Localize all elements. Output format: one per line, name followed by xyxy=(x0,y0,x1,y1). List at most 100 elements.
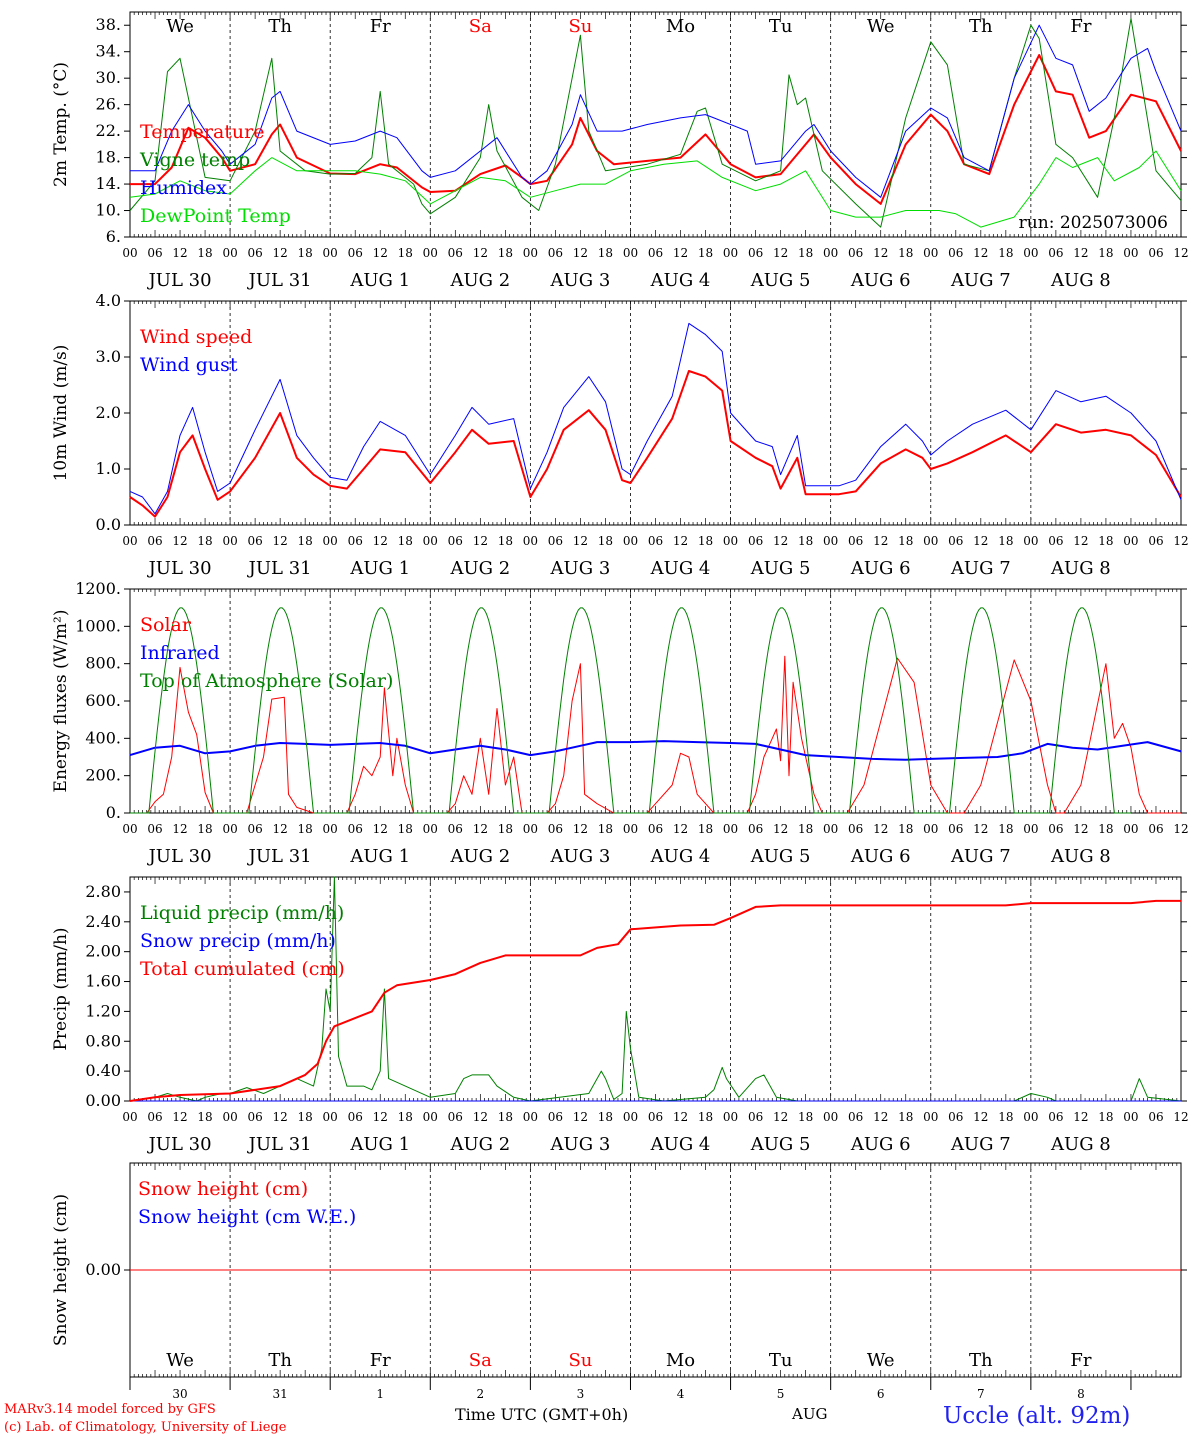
x-date-label: AUG 1 xyxy=(349,846,410,867)
x-hour-label: 06 xyxy=(1148,534,1163,548)
y-tick-label: 4.0 xyxy=(96,291,121,310)
x-hour-label: 06 xyxy=(948,246,963,260)
x-hour-label: 18 xyxy=(598,822,613,836)
y-tick-label: 3.0 xyxy=(96,347,121,366)
day-number-label: 30 xyxy=(172,1387,187,1401)
day-number-label: 7 xyxy=(977,1387,985,1401)
series-line xyxy=(129,876,1182,1102)
x-date-label: AUG 2 xyxy=(449,558,510,579)
weekday-label-bottom: Th xyxy=(969,1350,993,1371)
x-hour-label: 00 xyxy=(1123,1110,1138,1124)
x-date-label: AUG 4 xyxy=(650,270,711,291)
series-line xyxy=(129,740,1182,761)
x-hour-label: 18 xyxy=(698,246,713,260)
panel-snow: 0.00 Snow height (cm) Snow height (cm) Snow… xyxy=(51,1162,1187,1378)
x-hour-label: 18 xyxy=(1098,534,1113,548)
weekday-label-bottom: Sa xyxy=(469,1350,492,1371)
series-toa-solar-day xyxy=(830,607,931,814)
legend-entry: Top of Atmosphere (Solar) xyxy=(140,670,393,692)
x-hour-label: 18 xyxy=(298,822,313,836)
x-hour-label: 00 xyxy=(723,534,738,548)
x-date-label: AUG 4 xyxy=(650,846,711,867)
x-hour-label: 18 xyxy=(998,1110,1013,1124)
x-hour-label: 12 xyxy=(573,534,588,548)
weekday-label-bottom: We xyxy=(867,1350,895,1371)
weekday-label-bottom: Mo xyxy=(666,1350,695,1371)
lab-credit: (c) Lab. of Climatology, University of L… xyxy=(4,1420,287,1435)
series-line xyxy=(129,150,1182,228)
x-hour-label: 12 xyxy=(373,534,388,548)
x-hour-label: 00 xyxy=(823,1110,838,1124)
x-hour-label: 06 xyxy=(448,822,463,836)
x-hour-label: 18 xyxy=(398,246,413,260)
x-hour-label: 06 xyxy=(147,534,162,548)
weekday-label-bottom: Fr xyxy=(1070,1350,1091,1371)
x-hour-label: 00 xyxy=(423,822,438,836)
legend-entry: Liquid precip (mm/h) xyxy=(140,902,344,924)
y-axis-title: Energy fluxes (W/m²) xyxy=(51,610,71,793)
x-hour-label: 12 xyxy=(973,246,988,260)
weekday-label-top: Tu xyxy=(769,16,793,37)
x-hour-label: 12 xyxy=(473,1110,488,1124)
x-hour-label: 06 xyxy=(648,1110,663,1124)
series-toa-solar-day xyxy=(230,607,331,814)
weekday-label-top: Fr xyxy=(1070,16,1091,37)
x-hour-label: 06 xyxy=(648,534,663,548)
x-hour-label: 18 xyxy=(298,534,313,548)
x-hour-label: 18 xyxy=(498,534,513,548)
x-hour-label: 00 xyxy=(623,534,638,548)
series-toa-solar-day xyxy=(330,607,431,814)
x-hour-label: 12 xyxy=(773,534,788,548)
plot-frame xyxy=(129,300,1182,526)
x-hour-label: 06 xyxy=(247,1110,262,1124)
y-tick-label: 30. xyxy=(96,68,121,87)
panel-temp: 6. 10. 14. 18. 22. 26. 30. 34. 38. 2m Temp. (°C) T… xyxy=(51,11,1189,291)
y-tick-label: 26. xyxy=(96,95,121,114)
weekday-label-top: Sa xyxy=(469,16,492,37)
x-hour-label: 18 xyxy=(498,246,513,260)
x-hour-label: 00 xyxy=(423,246,438,260)
x-hour-label: 12 xyxy=(1073,822,1088,836)
x-hour-label: 12 xyxy=(172,1110,187,1124)
x-date-label: AUG 8 xyxy=(1050,846,1111,867)
day-number-label: 6 xyxy=(877,1387,885,1401)
x-hour-label: 18 xyxy=(598,246,613,260)
x-hour-label: 00 xyxy=(122,822,137,836)
y-tick-label: 10. xyxy=(96,201,121,220)
x-hour-label: 00 xyxy=(623,1110,638,1124)
y-tick-label: 600. xyxy=(85,691,121,710)
x-hour-label: 00 xyxy=(222,534,237,548)
y-tick-label: 0. xyxy=(106,803,121,822)
panel-precip: 0.00 0.40 0.80 1.20 1.60 2.00 2.40 2.80 Precip (… xyxy=(51,876,1189,1155)
x-hour-label: 06 xyxy=(247,246,262,260)
x-hour-label: 06 xyxy=(247,822,262,836)
weekday-label-bottom: We xyxy=(166,1350,194,1371)
x-hour-label: 00 xyxy=(523,822,538,836)
x-date-label: AUG 5 xyxy=(750,558,811,579)
x-hour-label: 06 xyxy=(548,534,563,548)
x-hour-label: 18 xyxy=(298,1110,313,1124)
x-hour-label: 12 xyxy=(1173,534,1188,548)
x-hour-label: 06 xyxy=(1148,1110,1163,1124)
x-hour-label: 18 xyxy=(798,246,813,260)
x-hour-label: 12 xyxy=(573,822,588,836)
weekday-label-bottom: Th xyxy=(268,1350,292,1371)
day-number-label: 3 xyxy=(577,1387,585,1401)
y-tick-label: 34. xyxy=(96,42,121,61)
weekday-label-top: Mo xyxy=(666,16,695,37)
x-hour-label: 00 xyxy=(1123,534,1138,548)
x-hour-label: 12 xyxy=(1173,822,1188,836)
x-hour-label: 12 xyxy=(1073,246,1088,260)
x-hour-label: 00 xyxy=(122,534,137,548)
x-hour-label: 06 xyxy=(548,822,563,836)
legend-entry: Wind gust xyxy=(140,354,238,376)
x-hour-label: 18 xyxy=(898,1110,913,1124)
x-hour-label: 18 xyxy=(398,534,413,548)
x-hour-label: 12 xyxy=(172,246,187,260)
x-date-label: AUG 2 xyxy=(449,1134,510,1155)
y-tick-label: 0.0 xyxy=(96,515,121,534)
x-hour-label: 12 xyxy=(1073,1110,1088,1124)
x-hour-label: 12 xyxy=(973,1110,988,1124)
panel-wind: 0.0 1.0 2.0 3.0 4.0 10m Wind (m/s) Wind speed W… xyxy=(51,291,1189,579)
x-date-label: JUL 31 xyxy=(247,846,312,867)
